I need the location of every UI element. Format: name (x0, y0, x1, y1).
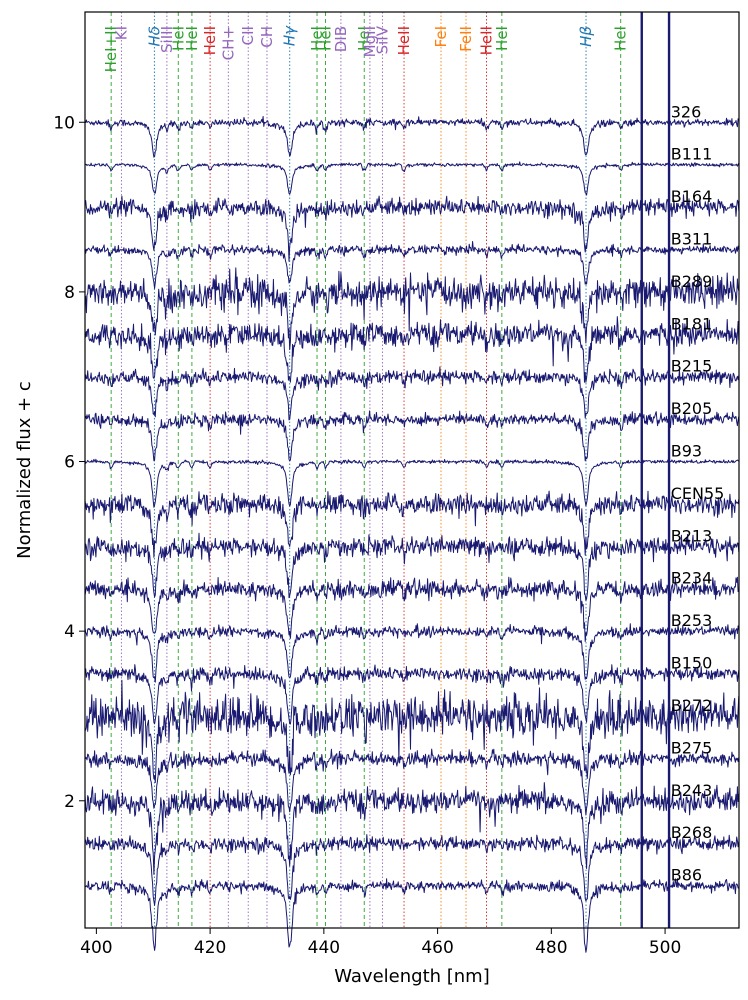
spectrum-line (84, 576, 740, 642)
spectra-series (84, 116, 740, 953)
series-label: B234 (671, 569, 713, 588)
spectrum-line (84, 194, 740, 262)
y-axis-title: Normalized flux + c (14, 381, 35, 559)
spectral-line-label: HeI (183, 26, 201, 51)
series-label: B164 (671, 187, 713, 206)
spectral-line-label: CH (258, 26, 276, 48)
spectrum-line (84, 878, 740, 953)
series-label: B243 (671, 781, 713, 800)
spectral-line-label: HeI (612, 26, 630, 51)
x-axis-title: Wavelength [nm] (334, 966, 490, 987)
spectrum-line (84, 623, 740, 683)
x-tick-label: 480 (535, 938, 567, 958)
axis-ticks: 400 420 440 460 480 500 2 4 6 8 10 (53, 113, 681, 958)
spectral-line-label: CH+ (219, 26, 237, 60)
spectral-line-label: Hβ (577, 26, 595, 47)
series-label: 326 (671, 102, 702, 121)
spectral-line-label: Hδ (145, 26, 163, 46)
series-labels: 326 B111 B164 B311 B289 B181 B215 B205 B93 CEN55 B… (671, 102, 725, 884)
series-label: B215 (671, 357, 713, 376)
spectrum-line (84, 490, 740, 558)
series-label: B181 (671, 314, 713, 333)
x-tick-label: 440 (308, 938, 340, 958)
spectrum-line (84, 161, 740, 196)
spectral-line-label: DIB (332, 26, 350, 52)
spectral-line-label: SiIII (158, 26, 176, 53)
spectral-line-label: HeI (169, 26, 187, 51)
spectral-line-label: HeI (317, 26, 335, 51)
y-tick-label: 10 (53, 113, 75, 133)
series-label: B253 (671, 611, 713, 630)
series-label: B213 (671, 526, 713, 545)
series-label: B93 (671, 442, 702, 461)
spectral-line-label: HeII (477, 26, 495, 55)
spectral-line-label: CII (239, 26, 257, 45)
spectrum-line (84, 267, 740, 351)
spectrum-line (84, 116, 740, 158)
spectral-line-label: HeI+II (102, 26, 120, 72)
y-tick-label: 4 (64, 622, 75, 642)
spectrum-line (84, 316, 740, 383)
x-tick-label: 420 (194, 938, 226, 958)
spectral-line-label: MgII (361, 26, 379, 57)
spectral-line-label: HeI (493, 26, 511, 51)
spectral-line-label: Hγ (281, 25, 299, 46)
plot-frame (84, 11, 740, 929)
series-label: B205 (671, 399, 713, 418)
artifact-columns (640, 12, 671, 928)
spectrum-line (84, 366, 740, 421)
spectrum-line (84, 458, 740, 508)
spectral-line-label: FeII (457, 26, 475, 52)
series-label: B111 (671, 145, 713, 164)
spectrum-line (84, 410, 740, 462)
x-tick-label: 500 (649, 938, 681, 958)
series-label: B86 (671, 866, 702, 885)
y-tick-label: 8 (64, 283, 75, 303)
y-tick-label: 2 (64, 792, 75, 812)
series-label: B272 (671, 696, 713, 715)
spectrum-line (84, 664, 740, 725)
spectral-line-label: HeII (395, 26, 413, 55)
spectral-line-label: FeI (432, 26, 450, 47)
spectrum-line (84, 748, 740, 816)
spectrum-line (84, 532, 740, 601)
series-label: B150 (671, 654, 713, 673)
spectral-line-label: HeII (201, 26, 219, 55)
series-label: B275 (671, 738, 713, 757)
spectral-line-label: KI (112, 26, 130, 40)
series-label: B311 (671, 229, 713, 248)
spectral-line-label: HeI (308, 26, 326, 51)
x-tick-label: 400 (80, 938, 112, 958)
series-label: B268 (671, 823, 713, 842)
series-label: B289 (671, 272, 713, 291)
spectral-line-label: HeI (355, 26, 373, 51)
series-label: CEN55 (671, 484, 725, 503)
spectrum-line (84, 834, 740, 906)
y-tick-label: 6 (64, 453, 75, 473)
spectral-line-label: SiIV (373, 25, 391, 54)
x-tick-label: 460 (421, 938, 453, 958)
spectrum-line (84, 241, 740, 289)
spectrum-line (84, 782, 740, 875)
spectrum-line (84, 679, 740, 783)
